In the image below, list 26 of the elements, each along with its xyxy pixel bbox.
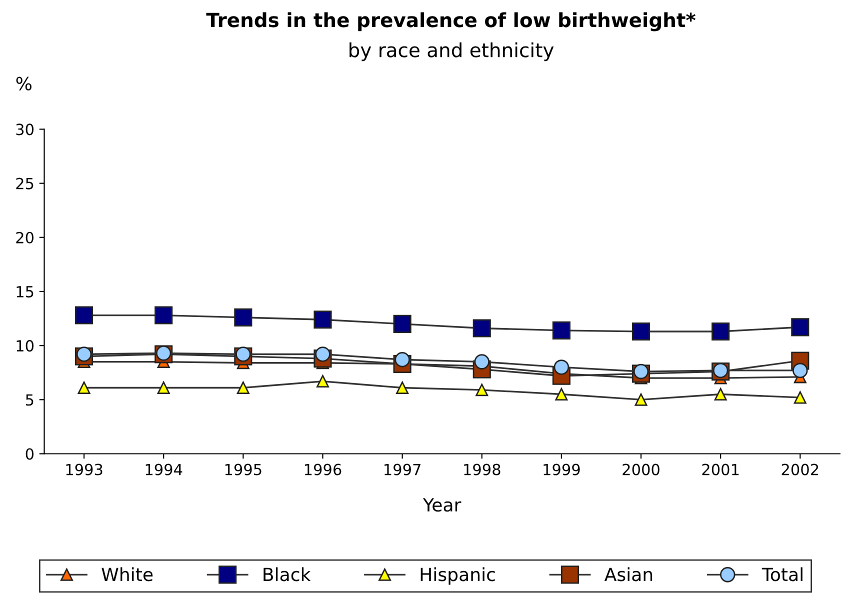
legend-label: Asian bbox=[604, 567, 652, 582]
y-tick-label: 0 bbox=[26, 448, 34, 460]
y-tick-label: 15 bbox=[16, 286, 34, 298]
y-tick-label: 20 bbox=[16, 232, 34, 244]
x-tick-label: 1999 bbox=[544, 464, 580, 476]
legend-label: Black bbox=[264, 567, 311, 582]
chart-title: Trends in the prevalence of low birthweight* bbox=[206, 12, 696, 32]
y-tick-label: 30 bbox=[16, 124, 34, 136]
chart-subtitle: by race and ethnicity bbox=[350, 42, 554, 62]
legend-label: Total bbox=[762, 567, 802, 582]
x-tick-label: 1993 bbox=[66, 464, 102, 476]
y-tick-label: 25 bbox=[16, 178, 34, 190]
x-axis-title: Year bbox=[422, 498, 462, 512]
legend-label: Hispanic bbox=[420, 567, 495, 585]
x-tick-label: 1994 bbox=[146, 464, 182, 476]
y-tick-label: 5 bbox=[26, 394, 34, 406]
y-tick-label: 10 bbox=[16, 340, 34, 352]
x-tick-label: 2000 bbox=[622, 464, 660, 476]
x-tick-label: 2002 bbox=[782, 464, 818, 476]
x-tick-label: 1996 bbox=[304, 464, 342, 476]
x-tick-label: 1998 bbox=[464, 464, 500, 476]
x-tick-label: 2001 bbox=[702, 464, 739, 476]
x-tick-label: 1997 bbox=[384, 464, 420, 476]
y-axis-title: % bbox=[16, 76, 32, 90]
x-tick-label: 1995 bbox=[225, 464, 262, 476]
legend-label: White bbox=[102, 567, 153, 582]
